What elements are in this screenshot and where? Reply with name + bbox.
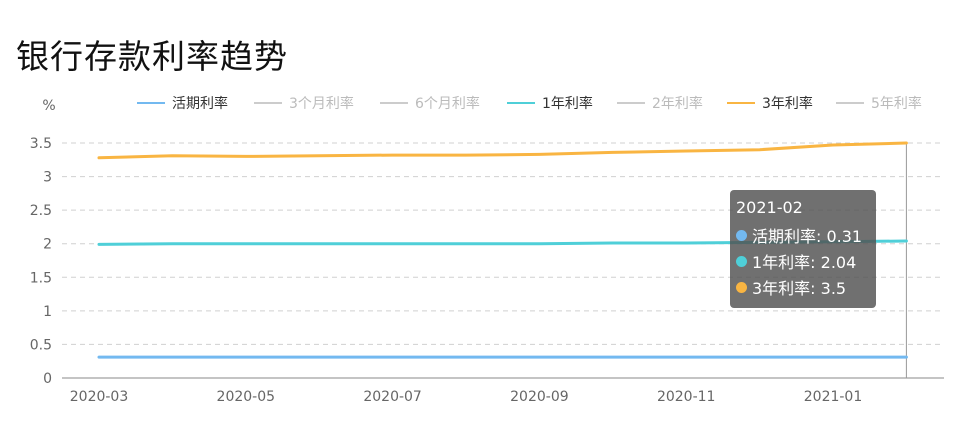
y-axis-unit-label: % <box>42 98 55 114</box>
x-tick-label: 2020-09 <box>510 389 569 405</box>
tooltip-row-label: 活期利率: 0.31 <box>752 227 863 246</box>
legend-item-label: 6个月利率 <box>415 95 480 112</box>
y-tick-label: 0.5 <box>30 337 52 353</box>
legend-item-label: 5年利率 <box>871 95 922 112</box>
legend-item-label: 活期利率 <box>172 95 228 112</box>
legend-item-label: 3年利率 <box>762 95 813 112</box>
tooltip-series-dot <box>736 255 747 267</box>
legend-item-label: 1年利率 <box>542 95 593 112</box>
tooltip-series-dot <box>736 229 747 241</box>
y-tick-label: 3 <box>43 170 52 186</box>
tooltip-row-label: 1年利率: 2.04 <box>752 253 857 272</box>
tooltip-row-label: 3年利率: 3.5 <box>752 279 847 298</box>
tooltip-title: 2021-02 <box>736 198 803 217</box>
x-tick-label: 2020-03 <box>70 389 129 405</box>
y-tick-label: 2 <box>43 237 52 253</box>
x-tick-label: 2020-05 <box>217 389 276 405</box>
page-title: 银行存款利率趋势 <box>16 37 288 76</box>
y-tick-label: 2.5 <box>30 203 52 219</box>
series-line[interactable] <box>97 141 908 160</box>
tooltip-series-dot <box>736 281 747 293</box>
tooltip-row: 3年利率: 3.5 <box>736 274 870 300</box>
x-tick-label: 2021-01 <box>804 389 863 405</box>
tooltip-row: 1年利率: 2.04 <box>736 248 870 274</box>
legend-item-label: 3个月利率 <box>289 95 354 112</box>
x-tick-label: 2020-11 <box>657 389 716 405</box>
y-tick-label: 0 <box>43 371 52 387</box>
tooltip-row: 活期利率: 0.31 <box>736 222 870 248</box>
y-tick-label: 1 <box>43 304 52 320</box>
y-tick-label: 3.5 <box>30 136 52 152</box>
y-tick-label: 1.5 <box>30 270 52 286</box>
chart-tooltip: 2021-02 活期利率: 0.31 1年利率: 2.04 3年利率: 3.5 <box>730 190 876 308</box>
x-tick-label: 2020-07 <box>363 389 422 405</box>
legend-item-label: 2年利率 <box>652 95 703 112</box>
